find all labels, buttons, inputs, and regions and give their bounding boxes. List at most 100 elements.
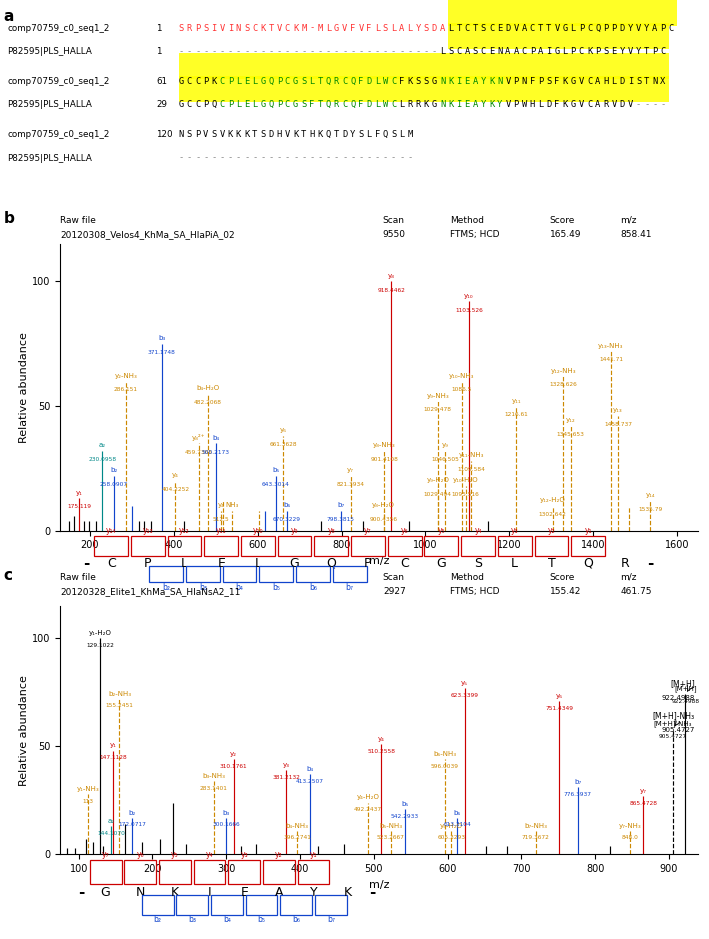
Text: 1216.61: 1216.61 bbox=[505, 412, 528, 417]
Text: F: F bbox=[358, 77, 364, 86]
Text: L: L bbox=[252, 77, 257, 86]
Text: 175.119: 175.119 bbox=[67, 504, 91, 509]
FancyBboxPatch shape bbox=[179, 76, 669, 102]
Text: y₅-H₂O: y₅-H₂O bbox=[440, 823, 463, 828]
Text: b₇: b₇ bbox=[327, 916, 335, 924]
Text: F: F bbox=[309, 100, 315, 109]
Text: -: - bbox=[195, 154, 200, 162]
Text: K: K bbox=[424, 100, 429, 109]
Text: A: A bbox=[399, 23, 404, 33]
Text: C: C bbox=[464, 23, 469, 33]
Text: L: L bbox=[374, 100, 380, 109]
Text: L: L bbox=[399, 100, 404, 109]
Text: S: S bbox=[301, 100, 306, 109]
Text: R: R bbox=[603, 100, 608, 109]
Text: Y: Y bbox=[636, 47, 641, 55]
Text: [M+H]: [M+H] bbox=[670, 679, 695, 688]
Text: b₅: b₅ bbox=[272, 583, 280, 592]
Text: C: C bbox=[457, 47, 462, 55]
Text: -: - bbox=[309, 154, 315, 162]
Text: F: F bbox=[554, 77, 559, 86]
Text: y₈-H₂O: y₈-H₂O bbox=[372, 502, 395, 508]
Text: C: C bbox=[342, 77, 347, 86]
Text: -: - bbox=[432, 47, 437, 55]
Text: y₈²⁺: y₈²⁺ bbox=[192, 434, 206, 441]
Text: y₁-NH₃: y₁-NH₃ bbox=[77, 786, 99, 792]
Text: T: T bbox=[644, 77, 649, 86]
Text: -: - bbox=[383, 47, 388, 55]
Text: -: - bbox=[424, 47, 429, 55]
Text: Q: Q bbox=[350, 100, 355, 109]
Text: y₁₀: y₁₀ bbox=[464, 293, 474, 299]
Text: 918.4462: 918.4462 bbox=[377, 287, 406, 293]
Text: T: T bbox=[547, 557, 555, 570]
Text: comp70759_c0_seq1_2: comp70759_c0_seq1_2 bbox=[7, 23, 109, 33]
Text: I: I bbox=[546, 47, 552, 55]
Text: y₈: y₈ bbox=[328, 526, 335, 535]
Text: S: S bbox=[187, 131, 192, 139]
Text: b: b bbox=[4, 211, 14, 226]
Text: 230.0958: 230.0958 bbox=[88, 457, 116, 462]
Text: Raw file: Raw file bbox=[60, 216, 96, 225]
Text: V: V bbox=[203, 131, 208, 139]
Text: P: P bbox=[571, 47, 576, 55]
Text: -: - bbox=[358, 47, 364, 55]
Text: y₂: y₂ bbox=[275, 850, 283, 859]
Text: -: - bbox=[652, 100, 657, 109]
Text: 613.3104: 613.3104 bbox=[444, 823, 471, 827]
Text: P: P bbox=[611, 23, 617, 33]
Text: m/z: m/z bbox=[620, 573, 637, 582]
Text: E: E bbox=[489, 47, 494, 55]
Text: F: F bbox=[530, 77, 535, 86]
Text: y₄: y₄ bbox=[378, 736, 385, 742]
Text: E: E bbox=[497, 23, 503, 33]
Text: y₆: y₆ bbox=[556, 693, 563, 699]
Text: Y: Y bbox=[481, 77, 486, 86]
Text: 129.1022: 129.1022 bbox=[86, 643, 114, 648]
Text: V: V bbox=[627, 47, 633, 55]
Text: S: S bbox=[391, 131, 396, 139]
Text: y₄-H₂O: y₄-H₂O bbox=[357, 794, 379, 800]
Text: D: D bbox=[269, 131, 274, 139]
Text: -: - bbox=[309, 47, 315, 55]
Text: K: K bbox=[211, 77, 217, 86]
Text: y₇: y₇ bbox=[102, 850, 109, 859]
Text: C: C bbox=[669, 23, 674, 33]
Text: N: N bbox=[179, 131, 184, 139]
Text: 283.1401: 283.1401 bbox=[200, 786, 228, 791]
Text: L: L bbox=[391, 23, 396, 33]
Text: G: G bbox=[562, 23, 568, 33]
Text: S: S bbox=[383, 23, 388, 33]
Text: G: G bbox=[571, 100, 576, 109]
Text: b₆-NH₃: b₆-NH₃ bbox=[433, 751, 456, 757]
Text: y₂-NH₃: y₂-NH₃ bbox=[114, 373, 138, 378]
Text: S: S bbox=[481, 23, 486, 33]
Text: T: T bbox=[546, 23, 552, 33]
Text: -: - bbox=[269, 154, 274, 162]
Text: y₉: y₉ bbox=[291, 526, 298, 535]
Text: A: A bbox=[595, 100, 601, 109]
Text: y₁₃-NH₃: y₁₃-NH₃ bbox=[598, 343, 624, 348]
Text: b₇: b₇ bbox=[346, 583, 354, 592]
Text: C: C bbox=[285, 77, 290, 86]
Text: 155.42: 155.42 bbox=[549, 587, 581, 596]
Text: R: R bbox=[334, 100, 339, 109]
Text: 1095.516: 1095.516 bbox=[452, 492, 479, 497]
Text: A: A bbox=[522, 23, 527, 33]
Text: N: N bbox=[440, 100, 445, 109]
Text: -: - bbox=[252, 47, 257, 55]
Text: F: F bbox=[367, 23, 372, 33]
Text: y₉: y₉ bbox=[442, 442, 449, 448]
Text: W: W bbox=[383, 77, 388, 86]
X-axis label: m/z: m/z bbox=[369, 556, 389, 566]
Text: -: - bbox=[179, 154, 184, 162]
Text: R: R bbox=[334, 77, 339, 86]
Text: C: C bbox=[579, 47, 584, 55]
Text: -: - bbox=[350, 154, 355, 162]
Text: b₃-NH₃: b₃-NH₃ bbox=[202, 773, 225, 778]
Text: P82595|PLS_HALLA: P82595|PLS_HALLA bbox=[7, 154, 92, 162]
Text: 719.3672: 719.3672 bbox=[522, 836, 549, 840]
Text: -: - bbox=[407, 154, 413, 162]
Text: 605.3293: 605.3293 bbox=[437, 836, 466, 840]
Text: L: L bbox=[571, 23, 576, 33]
